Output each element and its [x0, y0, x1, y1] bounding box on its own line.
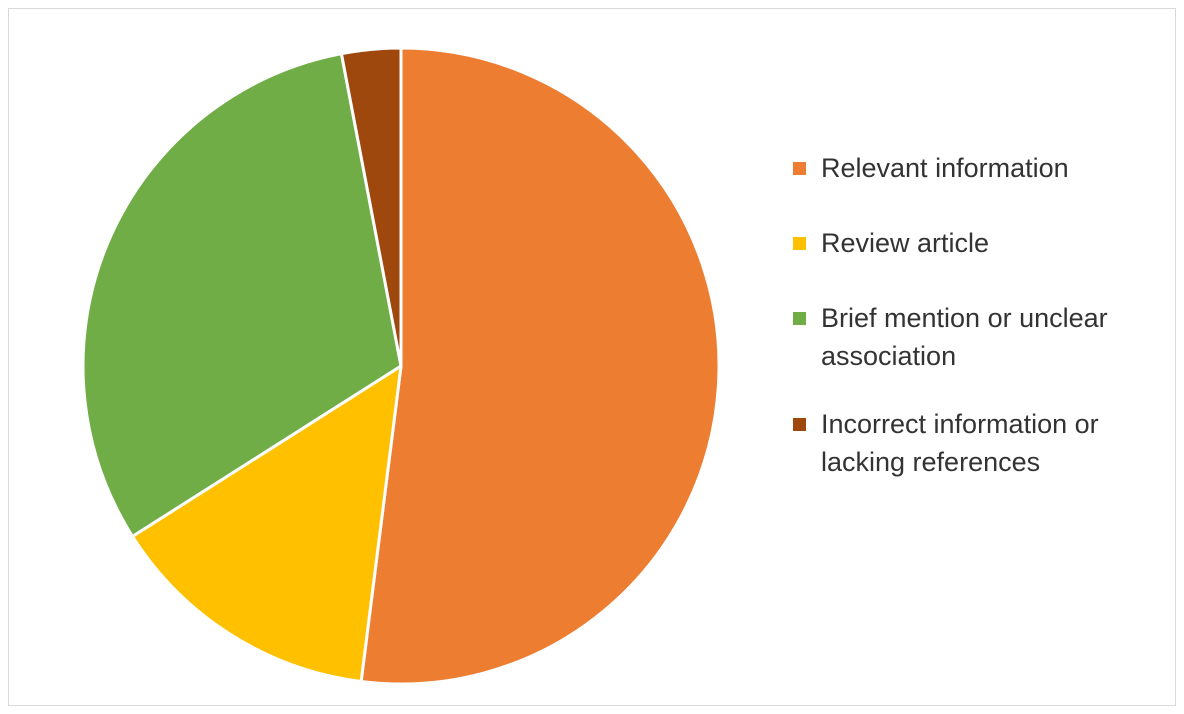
- legend-item-brief-mention: Brief mention or unclear association: [793, 299, 1173, 375]
- chart-area: Relevant information Review article Brie…: [8, 8, 1176, 706]
- legend-item-incorrect-information: Incorrect information or lacking referen…: [793, 405, 1173, 481]
- legend-swatch: [793, 312, 806, 325]
- legend-swatch: [793, 237, 806, 250]
- legend-label: Relevant information: [821, 153, 1069, 183]
- pie-slice-review-article: [131, 364, 403, 683]
- pie-slice-brief-mention: [81, 52, 403, 538]
- legend-item-relevant-information: Relevant information: [793, 149, 1173, 187]
- pie-chart: [81, 46, 721, 686]
- pie-slice-relevant-information: [359, 46, 721, 686]
- legend-item-review-article: Review article: [793, 224, 1173, 262]
- legend-swatch: [793, 162, 806, 175]
- legend-swatch: [793, 418, 806, 431]
- legend-label: Review article: [821, 228, 990, 258]
- legend-label: Incorrect information or lacking referen…: [821, 409, 1099, 477]
- legend: Relevant information Review article Brie…: [793, 149, 1173, 481]
- legend-label: Brief mention or unclear association: [821, 303, 1108, 371]
- pie-slice-incorrect-information: [339, 46, 403, 368]
